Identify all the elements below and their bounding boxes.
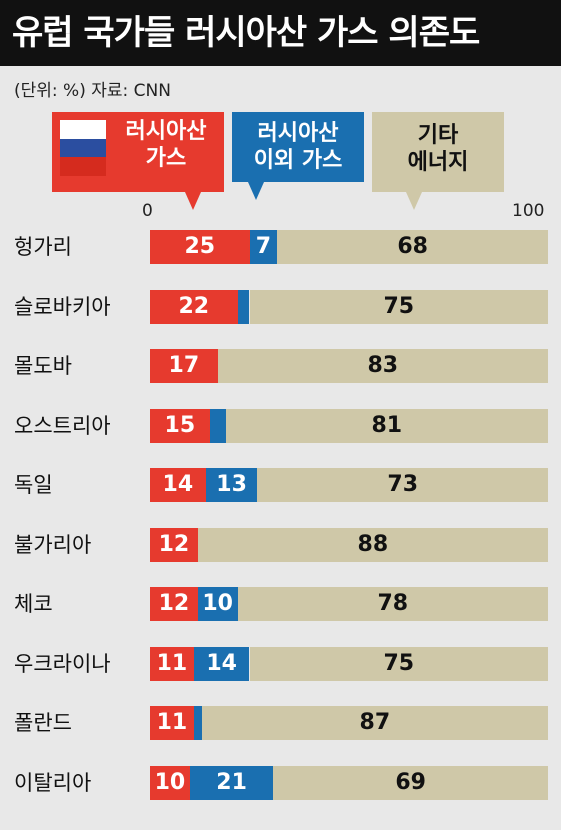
- bar-segment-other: [189, 765, 274, 800]
- legend-russia-line2: 가스: [145, 146, 187, 171]
- bar-segment-etc: [249, 289, 548, 324]
- bar-segment-russia: [150, 349, 218, 383]
- category-label: 몰도바: [14, 354, 72, 378]
- category-label: 헝가리: [14, 235, 72, 259]
- chart-title: 유럽 국가들 러시아산 가스 의존도: [0, 0, 561, 66]
- data-label-etc: 81: [371, 412, 403, 438]
- data-label-etc: 73: [387, 472, 419, 497]
- bar-segment-etc: [217, 349, 548, 383]
- bar-segment-etc: [257, 468, 548, 502]
- legend-other-gas: 러시아산 이외 가스: [232, 112, 364, 200]
- legend-russia-gas: 러시아산 가스: [52, 112, 224, 210]
- bar-segment-russia: [150, 527, 198, 562]
- data-label-russia: 10: [154, 769, 186, 795]
- bar-segment-other: [209, 408, 226, 443]
- data-label-other: 7: [255, 234, 272, 259]
- bar-segment-other: [237, 289, 250, 324]
- category-label: 불가리아: [14, 532, 92, 557]
- bar-segment-etc: [197, 527, 548, 562]
- legend-other-line2: 이외 가스: [253, 148, 343, 173]
- data-label-other: 21: [216, 769, 247, 795]
- data-label-etc: 75: [383, 650, 415, 676]
- data-label-russia: 15: [164, 412, 196, 438]
- category-label: 독일: [14, 473, 53, 497]
- legend-etc-pointer: [406, 192, 422, 210]
- legend-other-energy: 기타 에너지: [372, 112, 504, 210]
- data-label-etc: 68: [397, 234, 428, 259]
- data-label-russia: 25: [184, 234, 216, 259]
- bar-segment-other: [249, 230, 278, 264]
- data-label-other: 10: [202, 591, 233, 616]
- bar-segment-russia: [150, 289, 238, 324]
- data-label-russia: 11: [156, 650, 188, 676]
- category-label: 우크라이나: [14, 651, 111, 676]
- data-label-russia: 17: [168, 353, 200, 378]
- data-label-etc: 87: [359, 710, 391, 735]
- category-label: 폴란드: [14, 711, 72, 735]
- data-label-etc: 83: [367, 353, 399, 378]
- legend-russia-line1: 러시아산: [125, 119, 207, 144]
- bar-segment-russia: [150, 706, 194, 740]
- category-label: 슬로바키아: [14, 294, 111, 319]
- bar-segment-etc: [249, 646, 548, 681]
- bar-segment-russia: [150, 468, 206, 502]
- x-tick-0: 0: [142, 201, 153, 221]
- bar-segment-etc: [277, 230, 548, 264]
- data-label-russia: 12: [158, 531, 190, 557]
- bar-segment-other: [205, 468, 258, 502]
- data-label-etc: 78: [377, 591, 409, 616]
- bar-segment-other: [197, 587, 238, 621]
- category-label: 오스트리아: [14, 413, 111, 438]
- data-label-other: 13: [216, 472, 247, 497]
- bar-segment-etc: [225, 408, 548, 443]
- bar-segment-etc: [201, 706, 548, 740]
- bar-segment-other: [193, 706, 202, 740]
- data-label-russia: 14: [162, 472, 194, 497]
- legend-etc-line1: 기타: [417, 123, 459, 148]
- data-label-etc: 69: [395, 769, 426, 795]
- legend-other-pointer: [248, 182, 264, 200]
- legend-russia-pointer: [185, 192, 201, 210]
- bar-segment-other: [193, 646, 250, 681]
- data-label-russia: 22: [178, 293, 210, 319]
- data-label-etc: 88: [357, 531, 389, 557]
- x-tick-100: 100: [512, 201, 545, 221]
- data-label-russia: 12: [158, 591, 190, 616]
- bar-segment-russia: [150, 230, 250, 264]
- bar-segment-russia: [150, 646, 194, 681]
- legend-etc-line2: 에너지: [407, 150, 469, 175]
- bar-segment-russia: [150, 765, 190, 800]
- data-label-russia: 11: [156, 710, 188, 735]
- legend-other-line1: 러시아산: [257, 121, 339, 146]
- data-label-other: 14: [206, 650, 237, 676]
- bar-segment-russia: [150, 587, 198, 621]
- bar-segment-etc: [237, 587, 548, 621]
- category-label: 이탈리아: [14, 770, 92, 795]
- bar-segment-etc: [273, 765, 548, 800]
- russia-flag-icon: [60, 120, 106, 176]
- unit-and-source: (단위: %) 자료: CNN: [14, 81, 171, 101]
- category-label: 체코: [14, 592, 53, 616]
- data-label-etc: 75: [383, 293, 415, 319]
- bar-segment-russia: [150, 408, 210, 443]
